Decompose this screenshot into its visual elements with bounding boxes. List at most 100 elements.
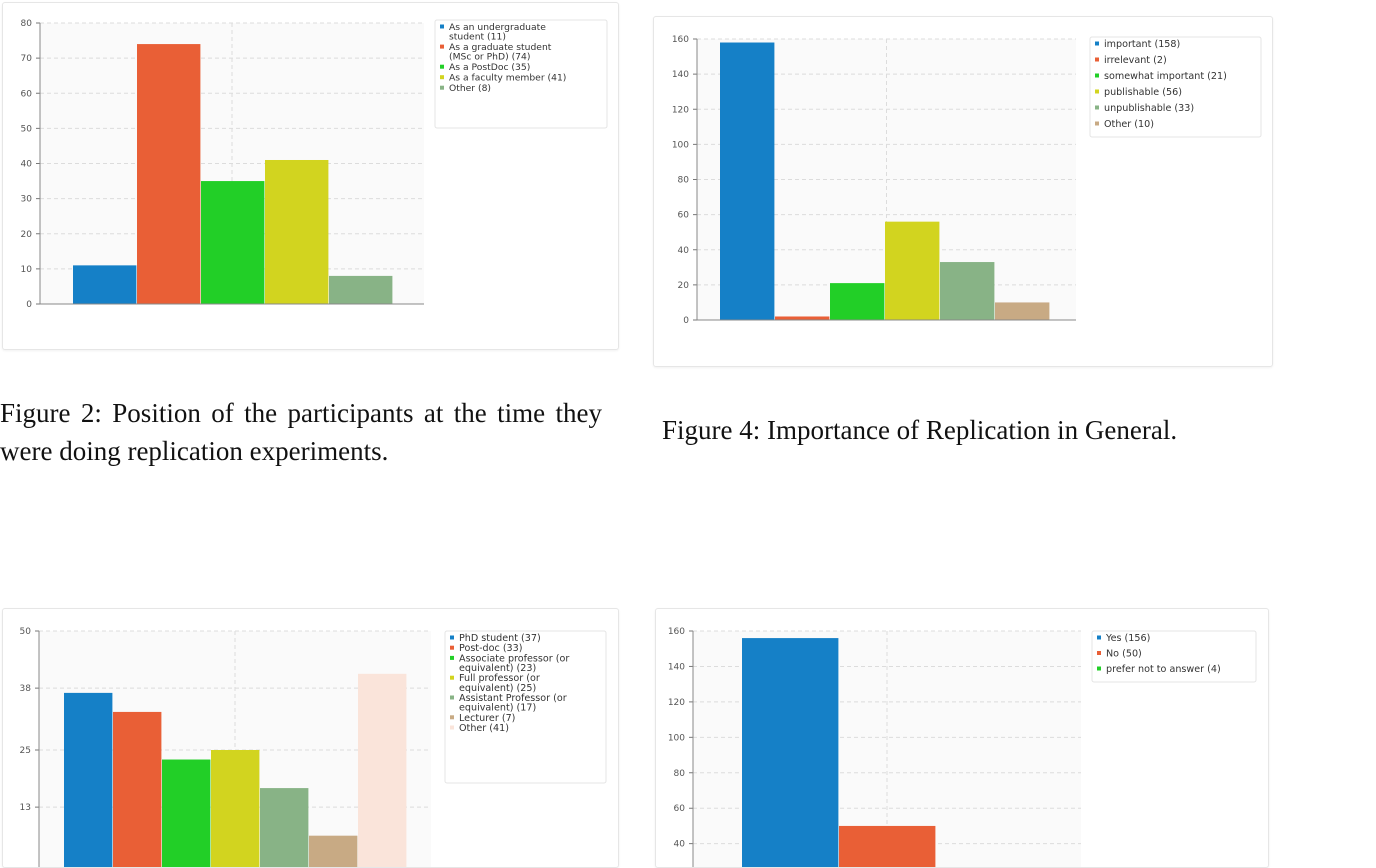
bar-0 bbox=[64, 692, 113, 867]
legend-label: Other (8) bbox=[449, 83, 491, 94]
legend-swatch bbox=[450, 715, 454, 720]
bar-2 bbox=[830, 283, 885, 320]
bar-0 bbox=[73, 265, 137, 304]
legend-swatch bbox=[1095, 57, 1099, 62]
y-tick-label: 40 bbox=[21, 160, 33, 170]
y-tick-label: 30 bbox=[21, 195, 33, 205]
y-tick-label: 140 bbox=[668, 662, 685, 672]
y-tick-label: 160 bbox=[668, 627, 685, 637]
legend-label: Associate professor (or equivalent) (23) bbox=[459, 653, 569, 674]
bar-6 bbox=[358, 673, 407, 867]
chart-panel-yes-no: 40 60 80 100 120 140 160 Yes (156) No (50) prefer… bbox=[655, 608, 1269, 868]
legend-label: prefer not to answer (4) bbox=[1106, 664, 1221, 675]
bar-4 bbox=[329, 275, 393, 304]
legend-swatch bbox=[1095, 41, 1099, 46]
legend: important (158) irrelevant (2) somewhat im… bbox=[1089, 36, 1262, 138]
bar-1 bbox=[113, 711, 162, 867]
y-tick-label: 60 bbox=[21, 89, 33, 99]
bar-3 bbox=[265, 159, 329, 304]
bar-3 bbox=[885, 221, 940, 320]
y-tick-label: 20 bbox=[21, 230, 33, 240]
legend-swatch bbox=[1097, 651, 1101, 655]
legend-swatch bbox=[450, 695, 454, 700]
legend-swatch bbox=[440, 75, 444, 80]
legend-swatch bbox=[1095, 121, 1099, 126]
legend-box bbox=[1091, 630, 1257, 683]
bar-2 bbox=[201, 181, 265, 304]
legend-box bbox=[1089, 36, 1262, 138]
bar-chart-importance: 0 20 40 60 80 100 120 140 160 important (158) irre… bbox=[672, 35, 1262, 326]
legend-swatch bbox=[1097, 666, 1101, 671]
legend-label: No (50) bbox=[1106, 649, 1142, 660]
y-tick-label: 80 bbox=[674, 769, 686, 779]
y-tick-label: 80 bbox=[678, 176, 690, 186]
bar-1 bbox=[839, 825, 936, 867]
legend-label: PhD student (37) bbox=[459, 633, 541, 644]
y-tick-label: 0 bbox=[683, 316, 689, 326]
y-tick-label: 140 bbox=[672, 70, 689, 80]
y-tick-label: 13 bbox=[20, 803, 31, 813]
y-tick-label: 100 bbox=[668, 733, 685, 743]
y-tick-label: 120 bbox=[672, 105, 689, 115]
bar-5 bbox=[309, 835, 358, 867]
legend-label: As an undergraduate student (11) bbox=[449, 22, 546, 43]
legend-label: Yes (156) bbox=[1105, 633, 1150, 644]
y-tick-label: 70 bbox=[21, 54, 33, 64]
legend-box bbox=[434, 19, 608, 129]
y-tick-label: 100 bbox=[672, 140, 689, 150]
y-tick-label: 120 bbox=[668, 698, 685, 708]
legend-box bbox=[444, 630, 607, 784]
y-tick-label: 25 bbox=[20, 746, 31, 756]
y-tick-label: 160 bbox=[672, 35, 689, 45]
y-tick-label: 50 bbox=[20, 627, 32, 637]
legend: Yes (156) No (50) prefer not to answer (4) bbox=[1091, 630, 1257, 683]
legend-label: unpublishable (33) bbox=[1104, 103, 1194, 114]
legend-swatch bbox=[1097, 635, 1101, 640]
bar-3 bbox=[211, 750, 260, 867]
legend: As an undergraduate student (11)As a grad… bbox=[434, 19, 608, 129]
bar-1 bbox=[775, 316, 830, 320]
y-tick-label: 0 bbox=[26, 300, 32, 310]
legend-label: irrelevant (2) bbox=[1104, 55, 1167, 66]
y-tick-label: 80 bbox=[21, 19, 33, 29]
legend-label: Other (41) bbox=[459, 723, 509, 734]
bar-0 bbox=[742, 638, 839, 867]
figure-2-caption: Figure 2: Position of the participants a… bbox=[0, 398, 602, 466]
chart-panel-current-position: 13 25 38 50 PhD student (37) Post-doc (33) Ass… bbox=[2, 608, 619, 868]
y-tick-label: 40 bbox=[678, 246, 690, 256]
legend-swatch bbox=[440, 44, 444, 49]
y-tick-label: 40 bbox=[674, 840, 686, 850]
legend-label: As a graduate student (MSc or PhD) (74) bbox=[449, 42, 552, 63]
bar-0 bbox=[720, 42, 775, 320]
legend-swatch bbox=[450, 675, 454, 680]
figure-4-caption: Figure 4: Importance of Replication in G… bbox=[662, 415, 1178, 445]
legend-label: important (158) bbox=[1104, 39, 1180, 50]
bar-chart-positions: 0 10 20 30 40 50 60 70 80 As an undergraduate stud… bbox=[21, 19, 608, 310]
bar-4 bbox=[940, 262, 995, 320]
legend-label: Lecturer (7) bbox=[459, 713, 515, 724]
y-tick-label: 38 bbox=[20, 684, 32, 694]
legend-swatch bbox=[1095, 89, 1099, 94]
legend-label: publishable (56) bbox=[1104, 87, 1182, 98]
bar-5 bbox=[995, 302, 1050, 320]
legend-swatch bbox=[1095, 73, 1099, 78]
bar-4 bbox=[260, 788, 309, 867]
legend-swatch bbox=[450, 655, 454, 660]
legend-swatch bbox=[1095, 105, 1099, 110]
legend-label: As a PostDoc (35) bbox=[449, 62, 530, 73]
chart-panel-positions: 0 10 20 30 40 50 60 70 80 As an undergraduate stud… bbox=[2, 2, 619, 350]
legend-label: Other (10) bbox=[1104, 119, 1154, 130]
y-tick-label: 10 bbox=[21, 265, 33, 275]
bar-chart-yes-no: 40 60 80 100 120 140 160 Yes (156) No (50) prefer… bbox=[668, 627, 1257, 867]
legend-swatch bbox=[440, 85, 444, 90]
chart-panel-importance: 0 20 40 60 80 100 120 140 160 important (158) irre… bbox=[653, 16, 1273, 367]
legend-label: Full professor (or equivalent) (25) bbox=[459, 673, 540, 694]
legend-swatch bbox=[440, 64, 444, 69]
y-tick-label: 50 bbox=[21, 124, 33, 134]
legend-label: Post-doc (33) bbox=[459, 643, 523, 654]
y-tick-label: 60 bbox=[674, 804, 686, 814]
legend-swatch bbox=[450, 645, 454, 650]
legend-label: Assistant Professor (or equivalent) (17) bbox=[459, 693, 567, 714]
legend-swatch bbox=[440, 24, 444, 29]
